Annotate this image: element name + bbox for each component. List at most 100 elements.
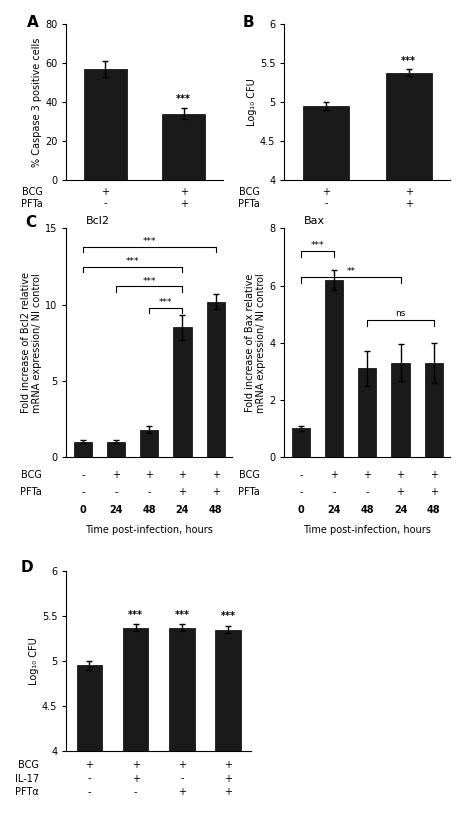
Bar	[162, 113, 205, 180]
Text: +: +	[101, 187, 109, 197]
Text: ***: ***	[401, 55, 416, 65]
Text: +: +	[132, 774, 140, 783]
Text: +: +	[179, 487, 186, 498]
Text: +: +	[430, 470, 438, 481]
Bar	[392, 362, 410, 457]
Text: -: -	[81, 470, 85, 481]
Text: +: +	[132, 760, 140, 770]
Y-axis label: Log₁₀ CFU: Log₁₀ CFU	[29, 637, 39, 685]
Text: +: +	[405, 198, 413, 209]
Text: ***: ***	[143, 237, 156, 246]
Text: 24: 24	[176, 504, 189, 515]
Text: +: +	[212, 470, 219, 481]
Bar	[386, 73, 432, 490]
Bar	[292, 428, 310, 457]
Text: IL-17: IL-17	[15, 774, 38, 783]
Text: +: +	[146, 470, 153, 481]
Text: +: +	[179, 470, 186, 481]
Text: ***: ***	[176, 94, 191, 104]
Text: Time post-infection, hours: Time post-infection, hours	[303, 525, 431, 535]
Text: +: +	[397, 487, 404, 498]
Text: Bax: Bax	[304, 216, 326, 226]
Bar	[215, 630, 241, 816]
Text: BCG: BCG	[20, 470, 41, 481]
Text: -: -	[134, 787, 137, 797]
Text: -: -	[365, 487, 369, 498]
Text: **: **	[346, 267, 355, 276]
Bar	[77, 666, 102, 816]
Text: -: -	[299, 487, 303, 498]
Text: -: -	[88, 774, 91, 783]
Bar	[207, 302, 225, 457]
Text: C: C	[25, 215, 36, 230]
Text: +: +	[178, 760, 186, 770]
Text: PFTa: PFTa	[20, 487, 41, 498]
Bar	[140, 429, 158, 457]
Text: ***: ***	[143, 277, 156, 286]
Y-axis label: Log₁₀ CFU: Log₁₀ CFU	[247, 78, 257, 126]
Text: +: +	[212, 487, 219, 498]
Text: -: -	[180, 774, 183, 783]
Text: BCG: BCG	[18, 760, 38, 770]
Y-axis label: Fold increase of Bcl2 relative
mRNA expression/ NI control: Fold increase of Bcl2 relative mRNA expr…	[20, 273, 42, 413]
Text: 0: 0	[298, 504, 304, 515]
Text: +: +	[85, 760, 93, 770]
Bar	[303, 106, 349, 490]
Text: ***: ***	[159, 298, 173, 307]
Text: 24: 24	[328, 504, 341, 515]
Bar	[123, 628, 148, 816]
Text: PFTα: PFTα	[15, 787, 38, 797]
Text: -: -	[104, 198, 107, 209]
Bar	[74, 441, 92, 457]
Text: +: +	[330, 470, 338, 481]
Text: -: -	[332, 487, 336, 498]
Text: +: +	[180, 187, 188, 197]
Text: A: A	[27, 16, 39, 30]
Text: BCG: BCG	[22, 187, 43, 197]
Text: 48: 48	[143, 504, 156, 515]
Text: 24: 24	[394, 504, 407, 515]
Text: ***: ***	[220, 611, 236, 622]
Text: ***: ***	[174, 610, 190, 619]
Text: ***: ***	[311, 241, 324, 250]
Bar	[107, 441, 125, 457]
Bar	[325, 280, 343, 457]
Text: +: +	[224, 774, 232, 783]
Text: +: +	[322, 187, 330, 197]
Text: 0: 0	[80, 504, 86, 515]
Text: BCG: BCG	[238, 470, 259, 481]
Text: Time post-infection, hours: Time post-infection, hours	[85, 525, 213, 535]
Text: Bcl2: Bcl2	[86, 216, 110, 226]
Text: 24: 24	[109, 504, 123, 515]
Y-axis label: % Caspase 3 positive cells: % Caspase 3 positive cells	[32, 38, 42, 166]
Bar	[169, 628, 195, 816]
Text: B: B	[243, 16, 255, 30]
Text: BCG: BCG	[238, 187, 259, 197]
Text: PFTa: PFTa	[238, 487, 259, 498]
Text: +: +	[112, 470, 120, 481]
Bar	[425, 362, 443, 457]
Text: -: -	[88, 787, 91, 797]
Text: +: +	[180, 198, 188, 209]
Text: +: +	[405, 187, 413, 197]
Text: +: +	[397, 470, 404, 481]
Y-axis label: Fold increase of Bax relative
mRNA expression/ NI control: Fold increase of Bax relative mRNA expre…	[245, 273, 266, 413]
Bar	[173, 327, 191, 457]
Text: ns: ns	[395, 309, 406, 318]
Text: +: +	[224, 787, 232, 797]
Text: PFTa: PFTa	[238, 198, 259, 209]
Bar	[84, 69, 127, 180]
Text: +: +	[430, 487, 438, 498]
Text: -: -	[81, 487, 85, 498]
Bar	[358, 369, 376, 457]
Text: 48: 48	[209, 504, 222, 515]
Text: +: +	[364, 470, 371, 481]
Text: -: -	[324, 198, 328, 209]
Text: D: D	[20, 561, 33, 575]
Text: -: -	[114, 487, 118, 498]
Text: 48: 48	[361, 504, 374, 515]
Text: +: +	[224, 760, 232, 770]
Text: 48: 48	[427, 504, 440, 515]
Text: ***: ***	[128, 610, 143, 619]
Text: PFTa: PFTa	[21, 198, 43, 209]
